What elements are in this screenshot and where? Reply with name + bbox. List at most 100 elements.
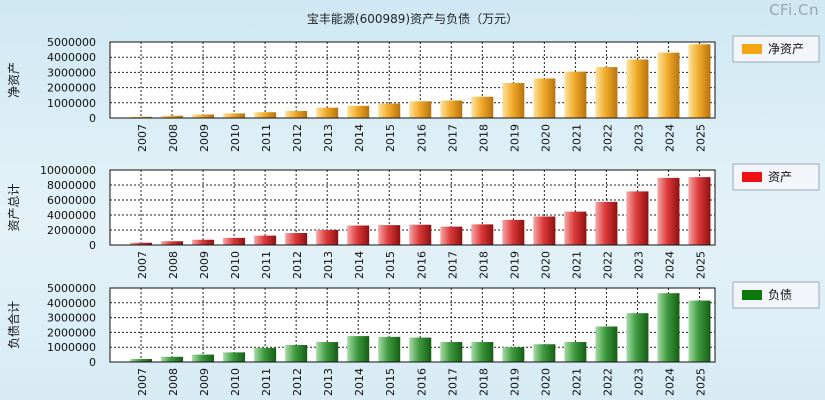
bar-2023 [626, 313, 649, 362]
bar-2024 [657, 177, 680, 245]
x-tick-label: 2023 [632, 124, 645, 152]
x-tick-label: 2013 [322, 251, 335, 279]
bar-2017 [440, 226, 463, 245]
y-axis-label: 资产总计 [7, 183, 21, 231]
x-tick-label: 2020 [539, 251, 552, 279]
bar-2015 [378, 225, 401, 245]
y-tick-label: 0 [89, 356, 96, 369]
x-tick-label: 2015 [384, 368, 397, 396]
x-tick-label: 2011 [260, 124, 273, 152]
y-tick-label: 4000000 [47, 51, 96, 64]
x-tick-label: 2022 [601, 368, 614, 396]
bar-2012 [285, 233, 308, 245]
bar-2021 [564, 71, 587, 118]
x-tick-label: 2025 [694, 251, 707, 279]
legend-label: 资产 [768, 170, 792, 184]
x-tick-label: 2010 [229, 251, 242, 279]
x-tick-label: 2022 [601, 251, 614, 279]
panel-2: 0 2000000 4000000 6000000 8000000 10000000 200… [7, 163, 820, 279]
x-tick-label: 2011 [260, 368, 273, 396]
x-tick-label: 2016 [415, 368, 428, 396]
y-tick-label: 0 [89, 239, 96, 252]
bar-2008 [161, 356, 184, 362]
bar-2012 [285, 344, 308, 362]
plot-frame [109, 169, 716, 246]
x-tick-label: 2014 [353, 368, 366, 396]
bar-2016 [409, 337, 432, 362]
bar-2008 [161, 241, 184, 245]
x-tick-label: 2023 [632, 251, 645, 279]
x-tick-label: 2019 [508, 124, 521, 152]
bar-2009 [192, 114, 215, 118]
y-tick-label: 1000000 [47, 341, 96, 354]
bar-2020 [533, 216, 556, 245]
x-tick-label: 2017 [446, 124, 459, 152]
bar-2018 [471, 224, 494, 245]
y-tick-label: 8000000 [47, 179, 96, 192]
x-tick-label: 2008 [167, 368, 180, 396]
x-tick-label: 2021 [570, 251, 583, 279]
bar-2007 [130, 116, 153, 118]
x-tick-label: 2018 [477, 368, 490, 396]
bar-2018 [471, 96, 494, 118]
y-tick-label: 5000000 [47, 282, 96, 295]
y-tick-label: 5000000 [47, 36, 96, 49]
bar-2011 [254, 235, 277, 245]
bar-2014 [347, 336, 370, 362]
bar-2010 [223, 113, 246, 118]
bar-2014 [347, 105, 370, 118]
x-tick-label: 2009 [198, 368, 211, 396]
x-tick-label: 2025 [694, 368, 707, 396]
y-tick-label: 4000000 [47, 209, 96, 222]
bar-2011 [254, 347, 277, 362]
bar-2025 [688, 44, 711, 118]
bar-2017 [440, 342, 463, 362]
x-tick-label: 2008 [167, 124, 180, 152]
bar-2015 [378, 103, 401, 118]
x-tick-label: 2015 [384, 251, 397, 279]
y-tick-label: 6000000 [47, 194, 96, 207]
y-tick-label: 0 [89, 112, 96, 125]
y-axis-label: 净资产 [7, 62, 21, 98]
watermark-logo: CFi.Cn [769, 1, 819, 19]
x-tick-label: 2020 [539, 124, 552, 152]
bar-2025 [688, 177, 711, 245]
x-tick-label: 2007 [136, 368, 149, 396]
x-tick-label: 2022 [601, 124, 614, 152]
panel-1: 0 1000000 2000000 3000000 4000000 5000000 2007… [7, 35, 820, 152]
x-tick-label: 2013 [322, 124, 335, 152]
bar-2010 [223, 237, 246, 245]
bar-2024 [657, 52, 680, 118]
bar-2010 [223, 352, 246, 362]
bar-2023 [626, 191, 649, 245]
y-tick-label: 2000000 [47, 224, 96, 237]
x-tick-label: 2014 [353, 251, 366, 279]
bar-2022 [595, 201, 618, 245]
bar-2018 [471, 342, 494, 362]
bar-2019 [502, 83, 525, 118]
x-tick-label: 2021 [570, 124, 583, 152]
x-tick-label: 2007 [136, 124, 149, 152]
plot-frame [109, 41, 716, 119]
legend: 负债 [732, 281, 820, 309]
plot-frame [109, 287, 716, 363]
x-tick-label: 2024 [663, 368, 676, 396]
legend: 净资产 [732, 35, 820, 63]
x-tick-label: 2009 [198, 124, 211, 152]
bar-2007 [130, 242, 153, 245]
bar-2024 [657, 293, 680, 362]
x-tick-label: 2007 [136, 251, 149, 279]
legend-swatch [742, 44, 762, 54]
x-tick-label: 2024 [663, 251, 676, 279]
bar-2021 [564, 211, 587, 245]
x-tick-label: 2015 [384, 124, 397, 152]
bar-2008 [161, 115, 184, 118]
x-tick-label: 2021 [570, 368, 583, 396]
x-tick-label: 2016 [415, 251, 428, 279]
x-tick-label: 2012 [291, 368, 304, 396]
x-tick-label: 2018 [477, 251, 490, 279]
bar-2025 [688, 300, 711, 362]
bar-2009 [192, 354, 215, 362]
